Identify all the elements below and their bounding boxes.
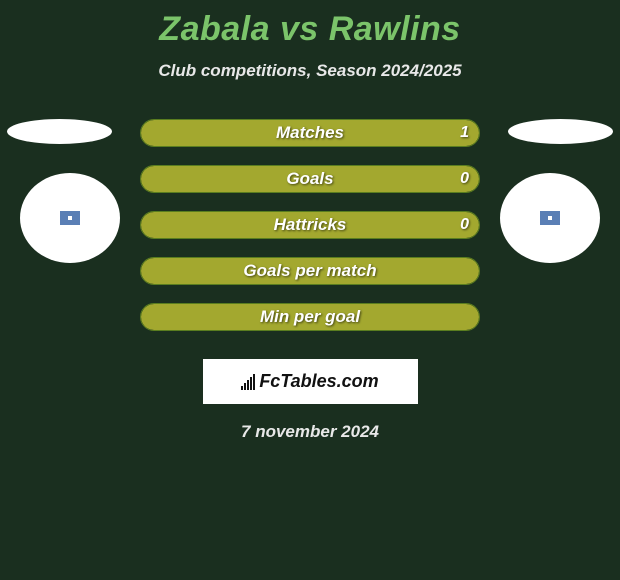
date-text: 7 november 2024 xyxy=(0,422,620,442)
logo-bars-icon xyxy=(241,374,255,390)
stat-row-min-per-goal: Min per goal xyxy=(140,303,480,331)
stat-row-matches: Matches 1 xyxy=(140,119,480,147)
player-left-ellipse xyxy=(7,119,112,144)
comparison-area: Matches 1 Goals 0 Hattricks 0 Goals per … xyxy=(0,119,620,339)
logo-box[interactable]: FcTables.com xyxy=(203,359,418,404)
logo: FcTables.com xyxy=(241,371,378,392)
stat-label: Goals per match xyxy=(243,261,376,281)
club-right-icon xyxy=(540,211,560,225)
stat-row-goals-per-match: Goals per match xyxy=(140,257,480,285)
stat-label: Goals xyxy=(286,169,333,189)
stat-label: Matches xyxy=(276,123,344,143)
stat-label: Hattricks xyxy=(274,215,347,235)
stat-row-goals: Goals 0 xyxy=(140,165,480,193)
club-right-badge xyxy=(500,173,600,263)
stats-list: Matches 1 Goals 0 Hattricks 0 Goals per … xyxy=(140,119,480,349)
player-right-ellipse xyxy=(508,119,613,144)
subtitle: Club competitions, Season 2024/2025 xyxy=(0,61,620,81)
stat-value-right: 0 xyxy=(460,216,469,234)
club-left-badge xyxy=(20,173,120,263)
page-title: Zabala vs Rawlins xyxy=(0,0,620,49)
stat-value-right: 0 xyxy=(460,170,469,188)
stat-label: Min per goal xyxy=(260,307,360,327)
stat-value-right: 1 xyxy=(460,124,469,142)
stat-row-hattricks: Hattricks 0 xyxy=(140,211,480,239)
club-left-icon xyxy=(60,211,80,225)
logo-text: FcTables.com xyxy=(259,371,378,392)
